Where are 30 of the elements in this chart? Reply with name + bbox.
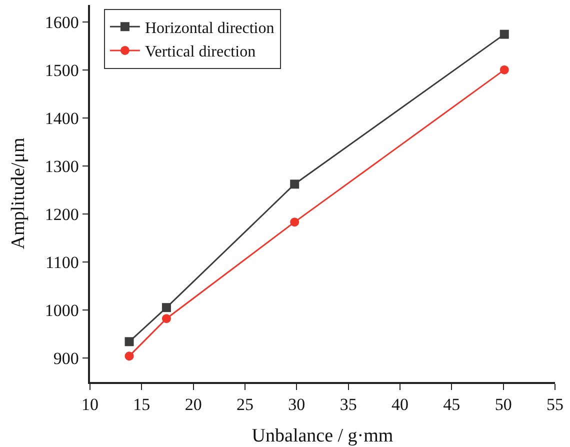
x-tick-label: 40	[392, 395, 408, 414]
x-tick-label: 10	[82, 395, 98, 414]
x-tick-label: 15	[133, 395, 150, 414]
x-tick-label: 45	[443, 395, 460, 414]
x-tick-label: 55	[546, 395, 564, 414]
point	[162, 303, 171, 312]
x-tick-label: 30	[288, 395, 306, 414]
y-tick-label: 1100	[45, 252, 79, 272]
y-tick-label: 1600	[44, 12, 79, 32]
point	[500, 30, 509, 39]
point	[124, 352, 134, 361]
y-axis-title: Amplitude/μm	[8, 138, 30, 250]
y-tick-label: 1200	[44, 204, 79, 224]
point	[124, 337, 134, 346]
x-axis-title: Unbalance / g·mm	[252, 425, 394, 446]
x-tick-label: 25	[236, 395, 254, 414]
x-tick-label: 35	[340, 395, 357, 414]
y-tick-label: 1300	[44, 156, 79, 176]
y-tick-label: 900	[53, 348, 79, 368]
legend-label: Vertical direction	[144, 44, 256, 61]
legend-label: Horizontal direction	[144, 20, 274, 37]
x-tick-label: 20	[184, 395, 202, 414]
y-tick-label: 1500	[44, 60, 79, 80]
x-tick-label: 50	[494, 395, 512, 414]
point	[500, 65, 509, 74]
point	[162, 314, 171, 324]
y-tick-label: 1400	[44, 108, 79, 128]
point	[290, 180, 300, 189]
point	[290, 218, 300, 227]
y-tick-label: 1000	[44, 300, 79, 320]
